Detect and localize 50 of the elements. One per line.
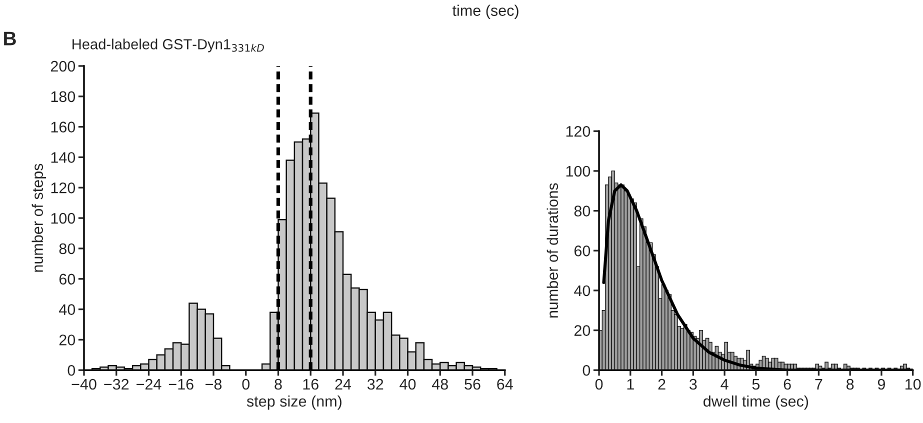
y-tick-label: 60 bbox=[574, 245, 590, 256]
x-tick-label: 1 bbox=[627, 379, 634, 390]
y-tick-label: 0 bbox=[582, 364, 590, 376]
x-tick-label: 0 bbox=[242, 378, 250, 390]
y-tick-label: 80 bbox=[574, 206, 590, 216]
x-tick-label: 48 bbox=[432, 378, 448, 390]
x-tick-label: −8 bbox=[206, 378, 222, 390]
y-tick-label: 140 bbox=[51, 152, 76, 163]
x-tick-label: 7 bbox=[815, 379, 822, 390]
y-tick-label: 40 bbox=[59, 304, 76, 315]
x-tick-label: 5 bbox=[752, 379, 760, 390]
x-axis-title: step size (nm) bbox=[246, 395, 342, 410]
x-tick-label: 16 bbox=[303, 378, 318, 390]
y-tick-label: 120 bbox=[51, 182, 76, 194]
y-tick-label: 100 bbox=[51, 212, 76, 224]
y-tick-label: 120 bbox=[566, 126, 590, 137]
y-tick-label: 80 bbox=[59, 243, 76, 254]
x-tick-label: 56 bbox=[464, 378, 480, 390]
x-tick-label: −24 bbox=[136, 378, 162, 390]
x-tick-label: 8 bbox=[846, 378, 854, 390]
x-tick-label: 10 bbox=[906, 378, 921, 390]
y-tick-label: 180 bbox=[51, 91, 76, 102]
x-tick-label: 40 bbox=[400, 378, 416, 390]
x-tick-label: 4 bbox=[720, 379, 728, 390]
y-tick-label: 20 bbox=[574, 325, 590, 336]
x-tick-label: −16 bbox=[168, 378, 194, 390]
text: B bbox=[4, 32, 16, 46]
x-tick-label: 64 bbox=[497, 378, 513, 390]
x-tick-label: 24 bbox=[335, 378, 352, 390]
y-axis-title: number of steps bbox=[32, 164, 46, 272]
y-tick-label: 60 bbox=[59, 274, 76, 285]
y-axis-title: number of durations bbox=[546, 183, 558, 318]
x-tick-label: 0 bbox=[595, 378, 603, 390]
text: time (sec) bbox=[452, 4, 518, 19]
x-tick-label: −32 bbox=[104, 378, 129, 390]
x-tick-label: 9 bbox=[878, 378, 885, 390]
chart-title: Head-labeled GST-Dyn1$_{331kD}$ bbox=[72, 38, 264, 52]
y-tick-label: 40 bbox=[574, 285, 590, 296]
y-tick-label: 0 bbox=[68, 364, 76, 376]
x-tick-label: −40 bbox=[72, 378, 96, 390]
y-tick-label: 200 bbox=[50, 60, 76, 72]
x-tick-label: 3 bbox=[690, 378, 697, 390]
x-axis-title: dwell time (sec) bbox=[704, 395, 808, 410]
x-tick-label: 32 bbox=[367, 378, 384, 390]
y-tick-label: 20 bbox=[59, 334, 76, 346]
y-tick-label: 100 bbox=[566, 166, 590, 177]
x-tick-label: 2 bbox=[658, 378, 666, 390]
x-tick-label: 6 bbox=[784, 378, 791, 390]
y-tick-label: 160 bbox=[51, 122, 76, 132]
x-tick-label: 8 bbox=[274, 378, 282, 390]
